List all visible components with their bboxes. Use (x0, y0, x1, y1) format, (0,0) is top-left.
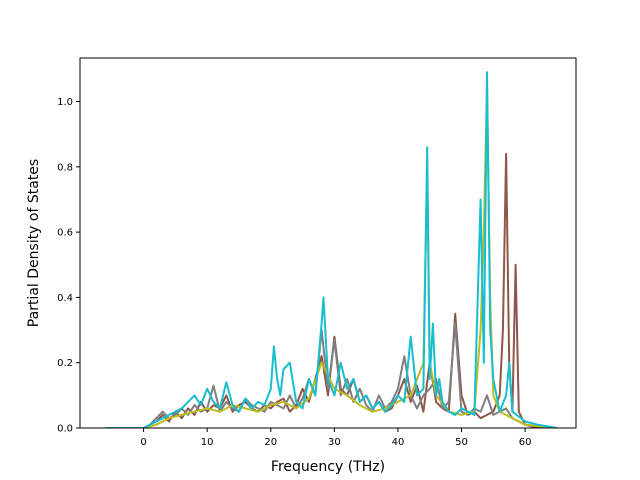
x-axis: 0 10 20 30 40 50 60 (140, 428, 531, 448)
x-tick-label: 0 (140, 437, 146, 448)
plot-frame (79, 57, 577, 429)
y-tick-label: 0.0 (57, 424, 73, 435)
x-tick-label: 10 (201, 437, 214, 448)
x-tick-label: 40 (392, 437, 405, 448)
y-tick-label: 0.4 (57, 293, 73, 304)
series-layer (105, 71, 558, 428)
series-line-2 (105, 322, 558, 428)
y-axis: 0.0 0.2 0.4 0.6 0.8 1.0 (57, 97, 80, 435)
y-tick-label: 1.0 (57, 97, 73, 108)
x-tick-label: 60 (519, 437, 532, 448)
x-axis-label: Frequency (THz) (271, 459, 385, 475)
x-tick-label: 50 (455, 437, 468, 448)
y-tick-label: 0.8 (57, 162, 73, 173)
x-tick-label: 20 (264, 437, 277, 448)
y-tick-label: 0.2 (57, 358, 73, 369)
x-tick-label: 30 (328, 437, 341, 448)
y-tick-label: 0.6 (57, 228, 73, 239)
series-line-4 (105, 71, 558, 428)
y-axis-label: Partial Density of States (26, 159, 42, 327)
